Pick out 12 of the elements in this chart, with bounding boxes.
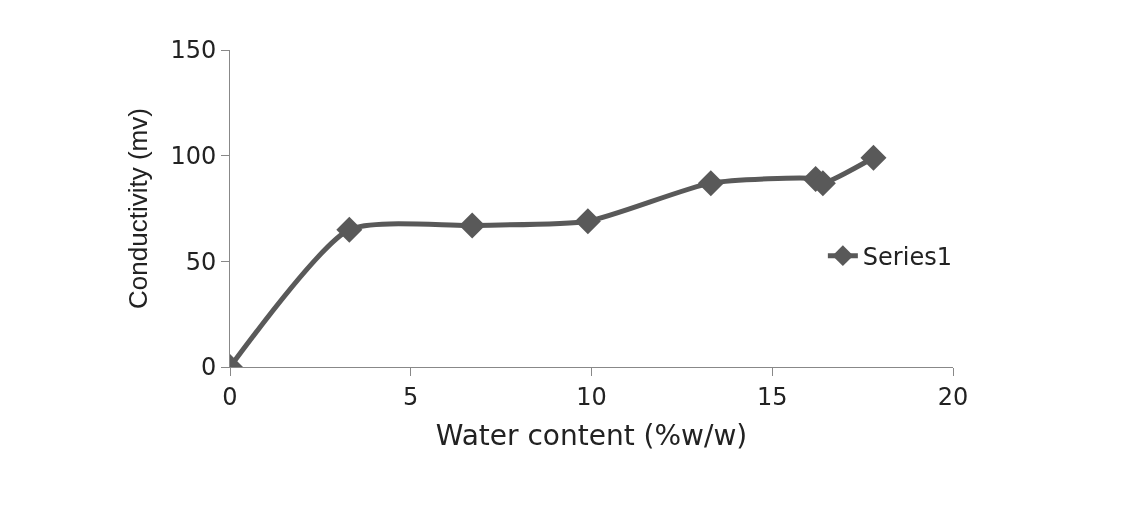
x-tick-label: 20 (937, 382, 969, 411)
y-axis-title: Conductivity (mv) (122, 108, 153, 309)
x-tick-label: 0 (222, 382, 238, 411)
x-tick-label: 5 (403, 382, 419, 411)
x-tick-label: 10 (576, 382, 607, 411)
legend-label: Series1 (862, 243, 952, 272)
y-tick-label: 100 (170, 142, 217, 171)
x-tick-label: 15 (756, 382, 788, 411)
y-tick-label: 150 (170, 36, 217, 65)
x-axis-title: Water content (%w/w) (435, 418, 748, 452)
y-tick-label: 0 (200, 353, 217, 382)
y-tick-label: 50 (185, 247, 217, 276)
